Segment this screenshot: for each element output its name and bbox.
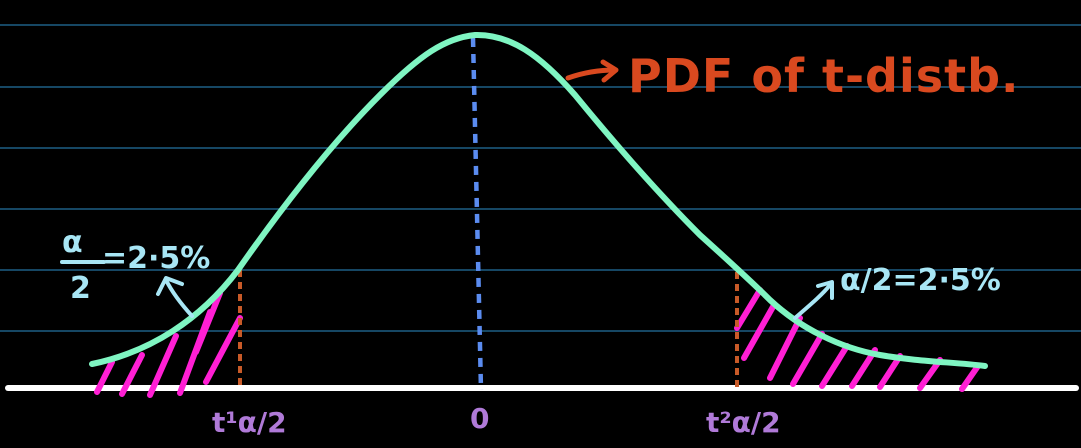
right-critical-label: t²α/2 [706, 406, 781, 439]
left-alpha-numerator: α [62, 225, 83, 260]
left-tail-hatching [94, 290, 243, 398]
ruled-lines [0, 24, 1081, 332]
diagram-title: PDF of t-distb. [628, 49, 1020, 103]
title-arrow-icon [565, 59, 619, 83]
right-tail-hatching [734, 287, 981, 392]
left-alpha-value: =2·5% [102, 241, 210, 276]
center-line [470, 37, 484, 391]
center-label: 0 [470, 402, 489, 435]
pdf-curve [89, 31, 988, 369]
left-alpha-arrow-icon [156, 276, 194, 318]
left-critical-label: t¹α/2 [212, 406, 287, 439]
right-alpha-label: α/2=2·5% [840, 263, 1001, 298]
left-alpha-denominator: 2 [70, 271, 91, 306]
right-alpha-arrow-icon [793, 280, 834, 320]
